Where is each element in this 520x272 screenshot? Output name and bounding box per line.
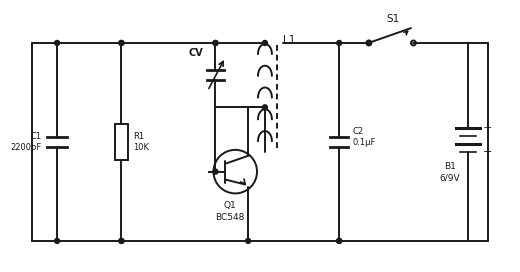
Text: L1: L1 [283,35,295,45]
Circle shape [119,41,124,45]
Bar [115,124,128,160]
Text: +: + [483,123,492,133]
Circle shape [263,41,267,45]
Circle shape [213,41,218,45]
Circle shape [119,41,124,45]
Circle shape [337,239,342,243]
Text: −: − [483,147,492,157]
Text: CV: CV [189,48,204,58]
Circle shape [213,41,218,45]
Circle shape [337,239,342,243]
Text: B1
6/9V: B1 6/9V [440,162,460,183]
Circle shape [337,41,342,45]
Text: S1: S1 [386,14,400,24]
Circle shape [213,169,218,174]
Circle shape [245,239,251,243]
Circle shape [119,239,124,243]
Circle shape [55,41,60,45]
Text: Q1
BC548: Q1 BC548 [216,201,245,222]
Text: C1
2200pF: C1 2200pF [10,132,41,152]
Circle shape [367,41,371,45]
Text: C2
0.1μF: C2 0.1μF [352,126,375,147]
Circle shape [263,105,267,110]
Text: R1
10K: R1 10K [133,132,149,152]
Circle shape [119,239,124,243]
Circle shape [55,239,60,243]
